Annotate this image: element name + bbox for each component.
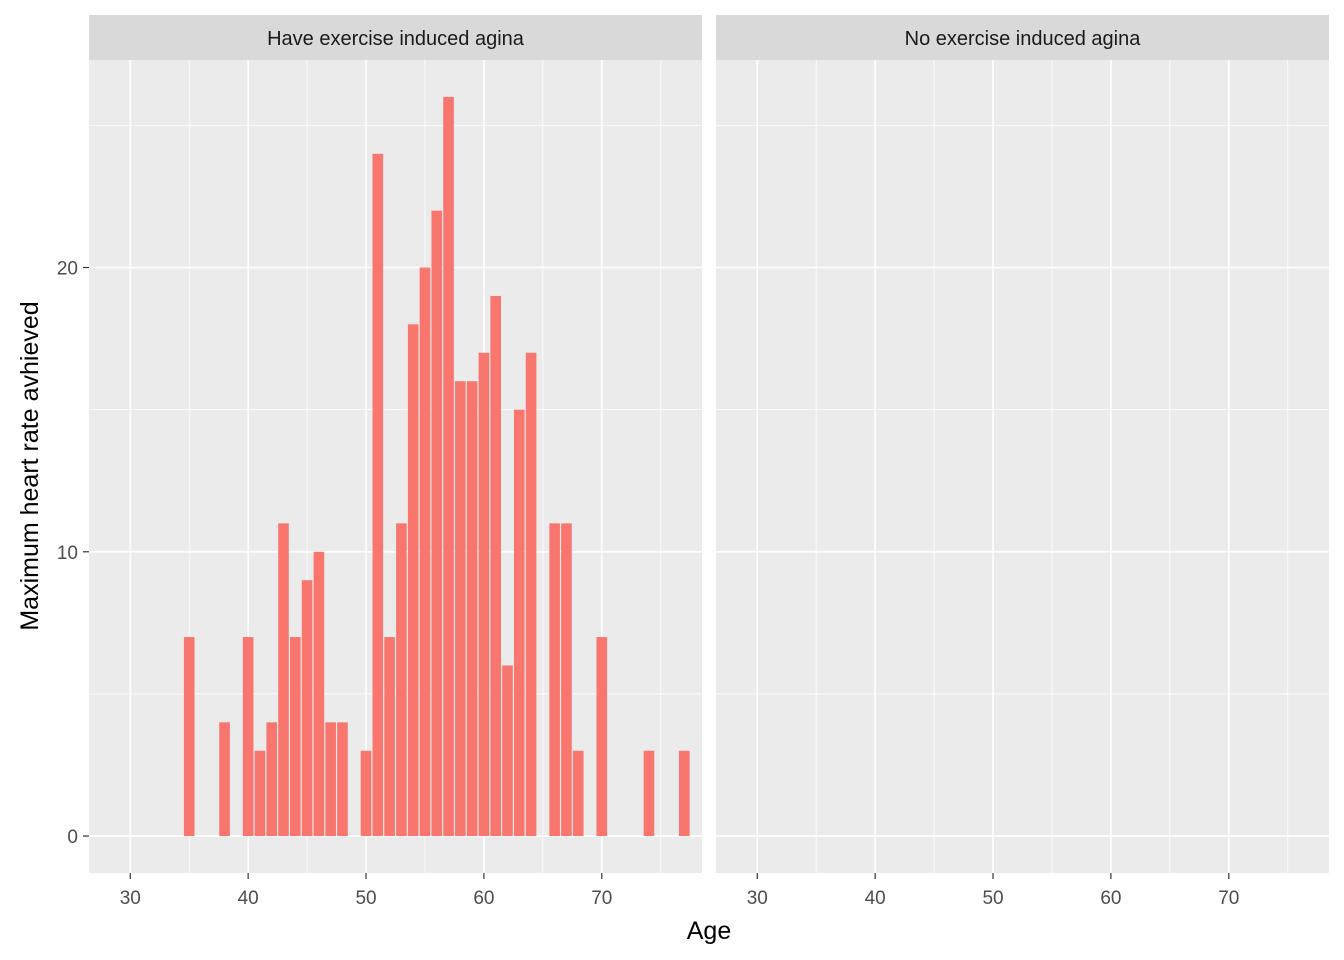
bar-age-38 [219, 722, 230, 837]
x-tick-label: 70 [1218, 888, 1239, 909]
bar-age-51 [372, 153, 384, 837]
bar-age-50 [360, 750, 372, 837]
bar-age-64 [525, 352, 537, 837]
panel-1-strip-label: Have exercise induced agina [267, 28, 525, 50]
bar-age-43 [278, 523, 289, 837]
panel-2: No exercise induced agina [716, 15, 1329, 873]
bar-age-44 [289, 637, 301, 837]
bar-age-53 [396, 523, 407, 837]
panel-1-bars [183, 96, 690, 837]
panel-1-strip [89, 15, 702, 60]
x-tick-label: 40 [865, 888, 886, 909]
x-tick-label: 60 [473, 888, 494, 909]
x-axis-title: Age [687, 917, 731, 945]
x-tick-label: 50 [982, 888, 1003, 909]
bar-age-74 [643, 750, 655, 837]
bar-age-58 [455, 381, 466, 837]
bar-age-45 [301, 580, 313, 837]
bar-age-66 [549, 523, 560, 837]
x-tick-label: 30 [120, 888, 141, 909]
y-axis-title: Maximum heart rate avhieved [16, 301, 44, 630]
bar-age-68 [572, 750, 584, 837]
bar-age-59 [466, 381, 478, 837]
panel-2-background [716, 60, 1329, 873]
bar-age-61 [490, 295, 502, 837]
bar-age-60 [478, 352, 490, 837]
bar-age-47 [325, 722, 336, 837]
bar-age-63 [513, 409, 525, 837]
bar-age-70 [596, 637, 608, 837]
bar-age-77 [679, 750, 690, 837]
panel-1: Have exercise induced agina [89, 15, 702, 873]
panel-2-strip [716, 15, 1329, 60]
x-tick-label: 60 [1100, 888, 1121, 909]
bar-age-62 [502, 665, 513, 837]
y-axis: 0 10 20 [57, 259, 89, 848]
bar-age-67 [561, 523, 572, 837]
bar-age-42 [266, 722, 278, 837]
y-tick-label: 0 [67, 827, 78, 848]
panel-2-strip-label: No exercise induced agina [905, 28, 1142, 50]
x-axis-panel-2: 30 40 50 60 70 [747, 873, 1239, 909]
bar-age-40 [242, 637, 254, 837]
bar-age-41 [254, 750, 266, 837]
bar-age-55 [419, 267, 431, 837]
x-tick-label: 40 [238, 888, 259, 909]
bar-age-56 [431, 210, 443, 837]
bar-age-57 [443, 96, 454, 837]
bar-age-46 [313, 551, 325, 837]
panel-1-background [89, 60, 702, 873]
bar-age-52 [384, 637, 395, 837]
x-axis-panel-1: 30 40 50 60 70 [120, 873, 612, 909]
bar-age-54 [407, 324, 419, 837]
x-tick-label: 50 [355, 888, 376, 909]
bar-age-48 [337, 722, 348, 837]
x-tick-label: 30 [747, 888, 768, 909]
panel-2-grid [716, 60, 1329, 873]
bar-age-35 [183, 637, 195, 837]
y-tick-label: 20 [57, 259, 78, 280]
x-tick-label: 70 [591, 888, 612, 909]
y-tick-label: 10 [57, 543, 78, 564]
